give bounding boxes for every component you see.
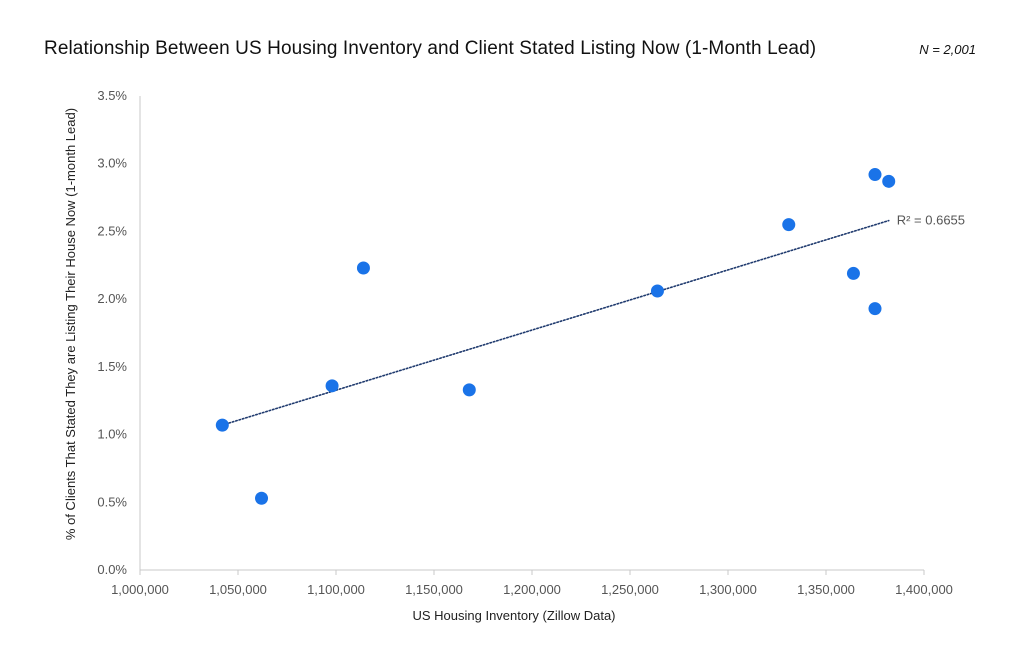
x-tick-label: 1,100,000 <box>307 582 365 597</box>
x-tick-label: 1,150,000 <box>405 582 463 597</box>
x-tick-label: 1,300,000 <box>699 582 757 597</box>
x-tick-label: 1,400,000 <box>895 582 953 597</box>
y-tick-label: 2.5% <box>97 223 127 238</box>
y-tick-label: 3.0% <box>97 156 127 171</box>
r-squared-label: R² = 0.6655 <box>897 213 965 228</box>
y-tick-label: 3.5% <box>97 88 127 103</box>
data-points <box>215 168 896 505</box>
trendline <box>221 219 890 426</box>
x-axis-ticks: 1,000,000 1,050,000 1,100,000 1,150,000 1,20… <box>111 570 953 597</box>
x-tick-label: 1,250,000 <box>601 582 659 597</box>
data-point <box>868 168 882 182</box>
data-point <box>846 266 860 280</box>
y-tick-label: 1.5% <box>97 359 127 374</box>
x-axis-title: US Housing Inventory (Zillow Data) <box>412 608 615 623</box>
x-tick-label: 1,200,000 <box>503 582 561 597</box>
data-point <box>650 284 664 298</box>
sample-size-label: N = 2,001 <box>919 42 976 57</box>
data-point <box>356 261 370 275</box>
y-tick-label: 0.0% <box>97 562 127 577</box>
data-point <box>782 218 796 232</box>
y-tick-label: 1.0% <box>97 427 127 442</box>
chart-title: Relationship Between US Housing Inventor… <box>44 38 817 59</box>
y-axis-ticks: 0.0% 0.5% 1.0% 1.5% 2.0% 2.5% 3.0% 3.5% <box>97 88 127 577</box>
y-tick-label: 0.5% <box>97 494 127 509</box>
data-point <box>868 302 882 316</box>
data-point <box>882 174 896 188</box>
x-tick-label: 1,050,000 <box>209 582 267 597</box>
trendline-group: R² = 0.6655 <box>221 213 965 426</box>
data-point <box>255 491 269 505</box>
y-axis-title: % of Clients That Stated They are Listin… <box>63 108 78 540</box>
x-tick-label: 1,350,000 <box>797 582 855 597</box>
x-tick-label: 1,000,000 <box>111 582 169 597</box>
data-point <box>325 379 339 393</box>
y-tick-label: 2.0% <box>97 291 127 306</box>
data-point <box>462 383 476 397</box>
data-point <box>215 418 229 432</box>
